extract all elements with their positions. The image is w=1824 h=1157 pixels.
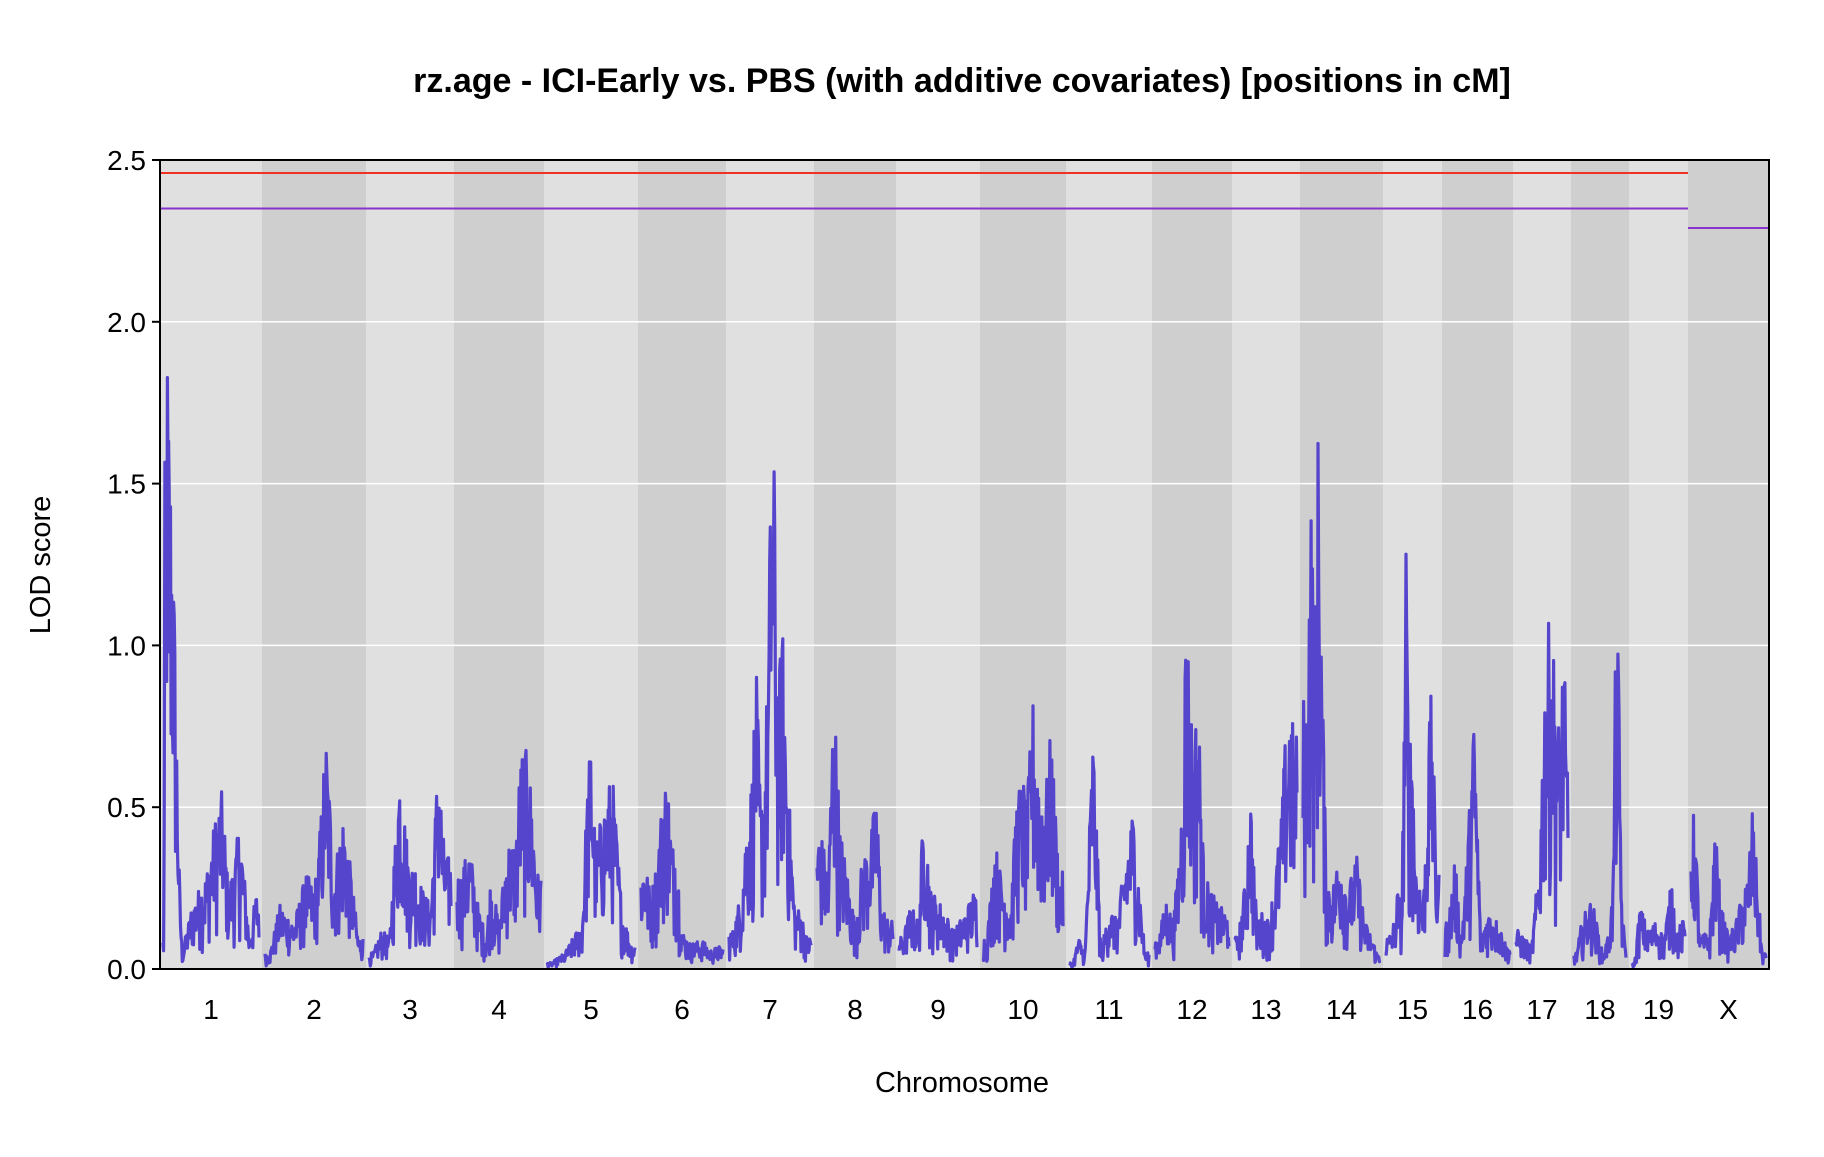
chromosome-band-X (1688, 160, 1769, 969)
x-tick-label-chr-16: 16 (1462, 994, 1493, 1025)
plot-frame (159, 159, 1770, 970)
y-tick-label: 1.0 (107, 630, 146, 661)
chromosome-band-19 (1629, 160, 1688, 969)
y-tick-label: 1.5 (107, 469, 146, 500)
x-tick-label-chr-4: 4 (491, 994, 507, 1025)
x-tick-label-chr-12: 12 (1176, 994, 1207, 1025)
x-tick-label-chr-6: 6 (674, 994, 690, 1025)
chromosome-band-6 (638, 160, 726, 969)
y-tick-label: 0.0 (107, 954, 146, 985)
chromosome-band-11 (1066, 160, 1152, 969)
x-axis-label: Chromosome (875, 1067, 1049, 1099)
y-axis-ticks: 0.0 0.5 1.0 1.5 2.0 2.5 (107, 145, 160, 985)
x-tick-label-chr-14: 14 (1326, 994, 1357, 1025)
y-axis-label: LOD score (25, 496, 57, 635)
x-tick-label-chr-13: 13 (1250, 994, 1281, 1025)
x-tick-label-chr-17: 17 (1526, 994, 1557, 1025)
x-tick-label-chr-5: 5 (583, 994, 599, 1025)
y-tick-label: 2.5 (107, 145, 146, 176)
x-tick-label-chr-11: 11 (1094, 994, 1123, 1025)
x-tick-label-chr-3: 3 (402, 994, 418, 1025)
chromosome-band-9 (896, 160, 980, 969)
y-tick-label: 0.5 (107, 792, 146, 823)
x-tick-label-chr-9: 9 (930, 994, 946, 1025)
chromosome-band-2 (262, 160, 366, 969)
x-tick-label-chr-18: 18 (1584, 994, 1615, 1025)
threshold-lines (160, 171, 1769, 229)
x-tick-label-chr-2: 2 (306, 994, 322, 1025)
x-tick-label-chr-10: 10 (1007, 994, 1038, 1025)
x-tick-label-chr-19: 19 (1643, 994, 1674, 1025)
chromosome-band-8 (814, 160, 896, 969)
x-tick-label-chr-15: 15 (1397, 994, 1428, 1025)
chart-title: rz.age - ICI-Early vs. PBS (with additiv… (413, 62, 1511, 100)
x-tick-label-chr-X: X (1719, 994, 1738, 1025)
x-tick-label-chr-8: 8 (847, 994, 863, 1025)
x-tick-label-chr-1: 1 (203, 994, 219, 1025)
y-tick-label: 2.0 (107, 307, 146, 338)
lod-series-line (161, 376, 1768, 970)
x-axis-ticks: 1 2 3 4 5 6 7 8 9 10 11 12 13 14 15 16 17 18 19 X (203, 994, 1738, 1025)
x-tick-label-chr-7: 7 (762, 994, 778, 1025)
chromosome-band-5 (544, 160, 638, 969)
